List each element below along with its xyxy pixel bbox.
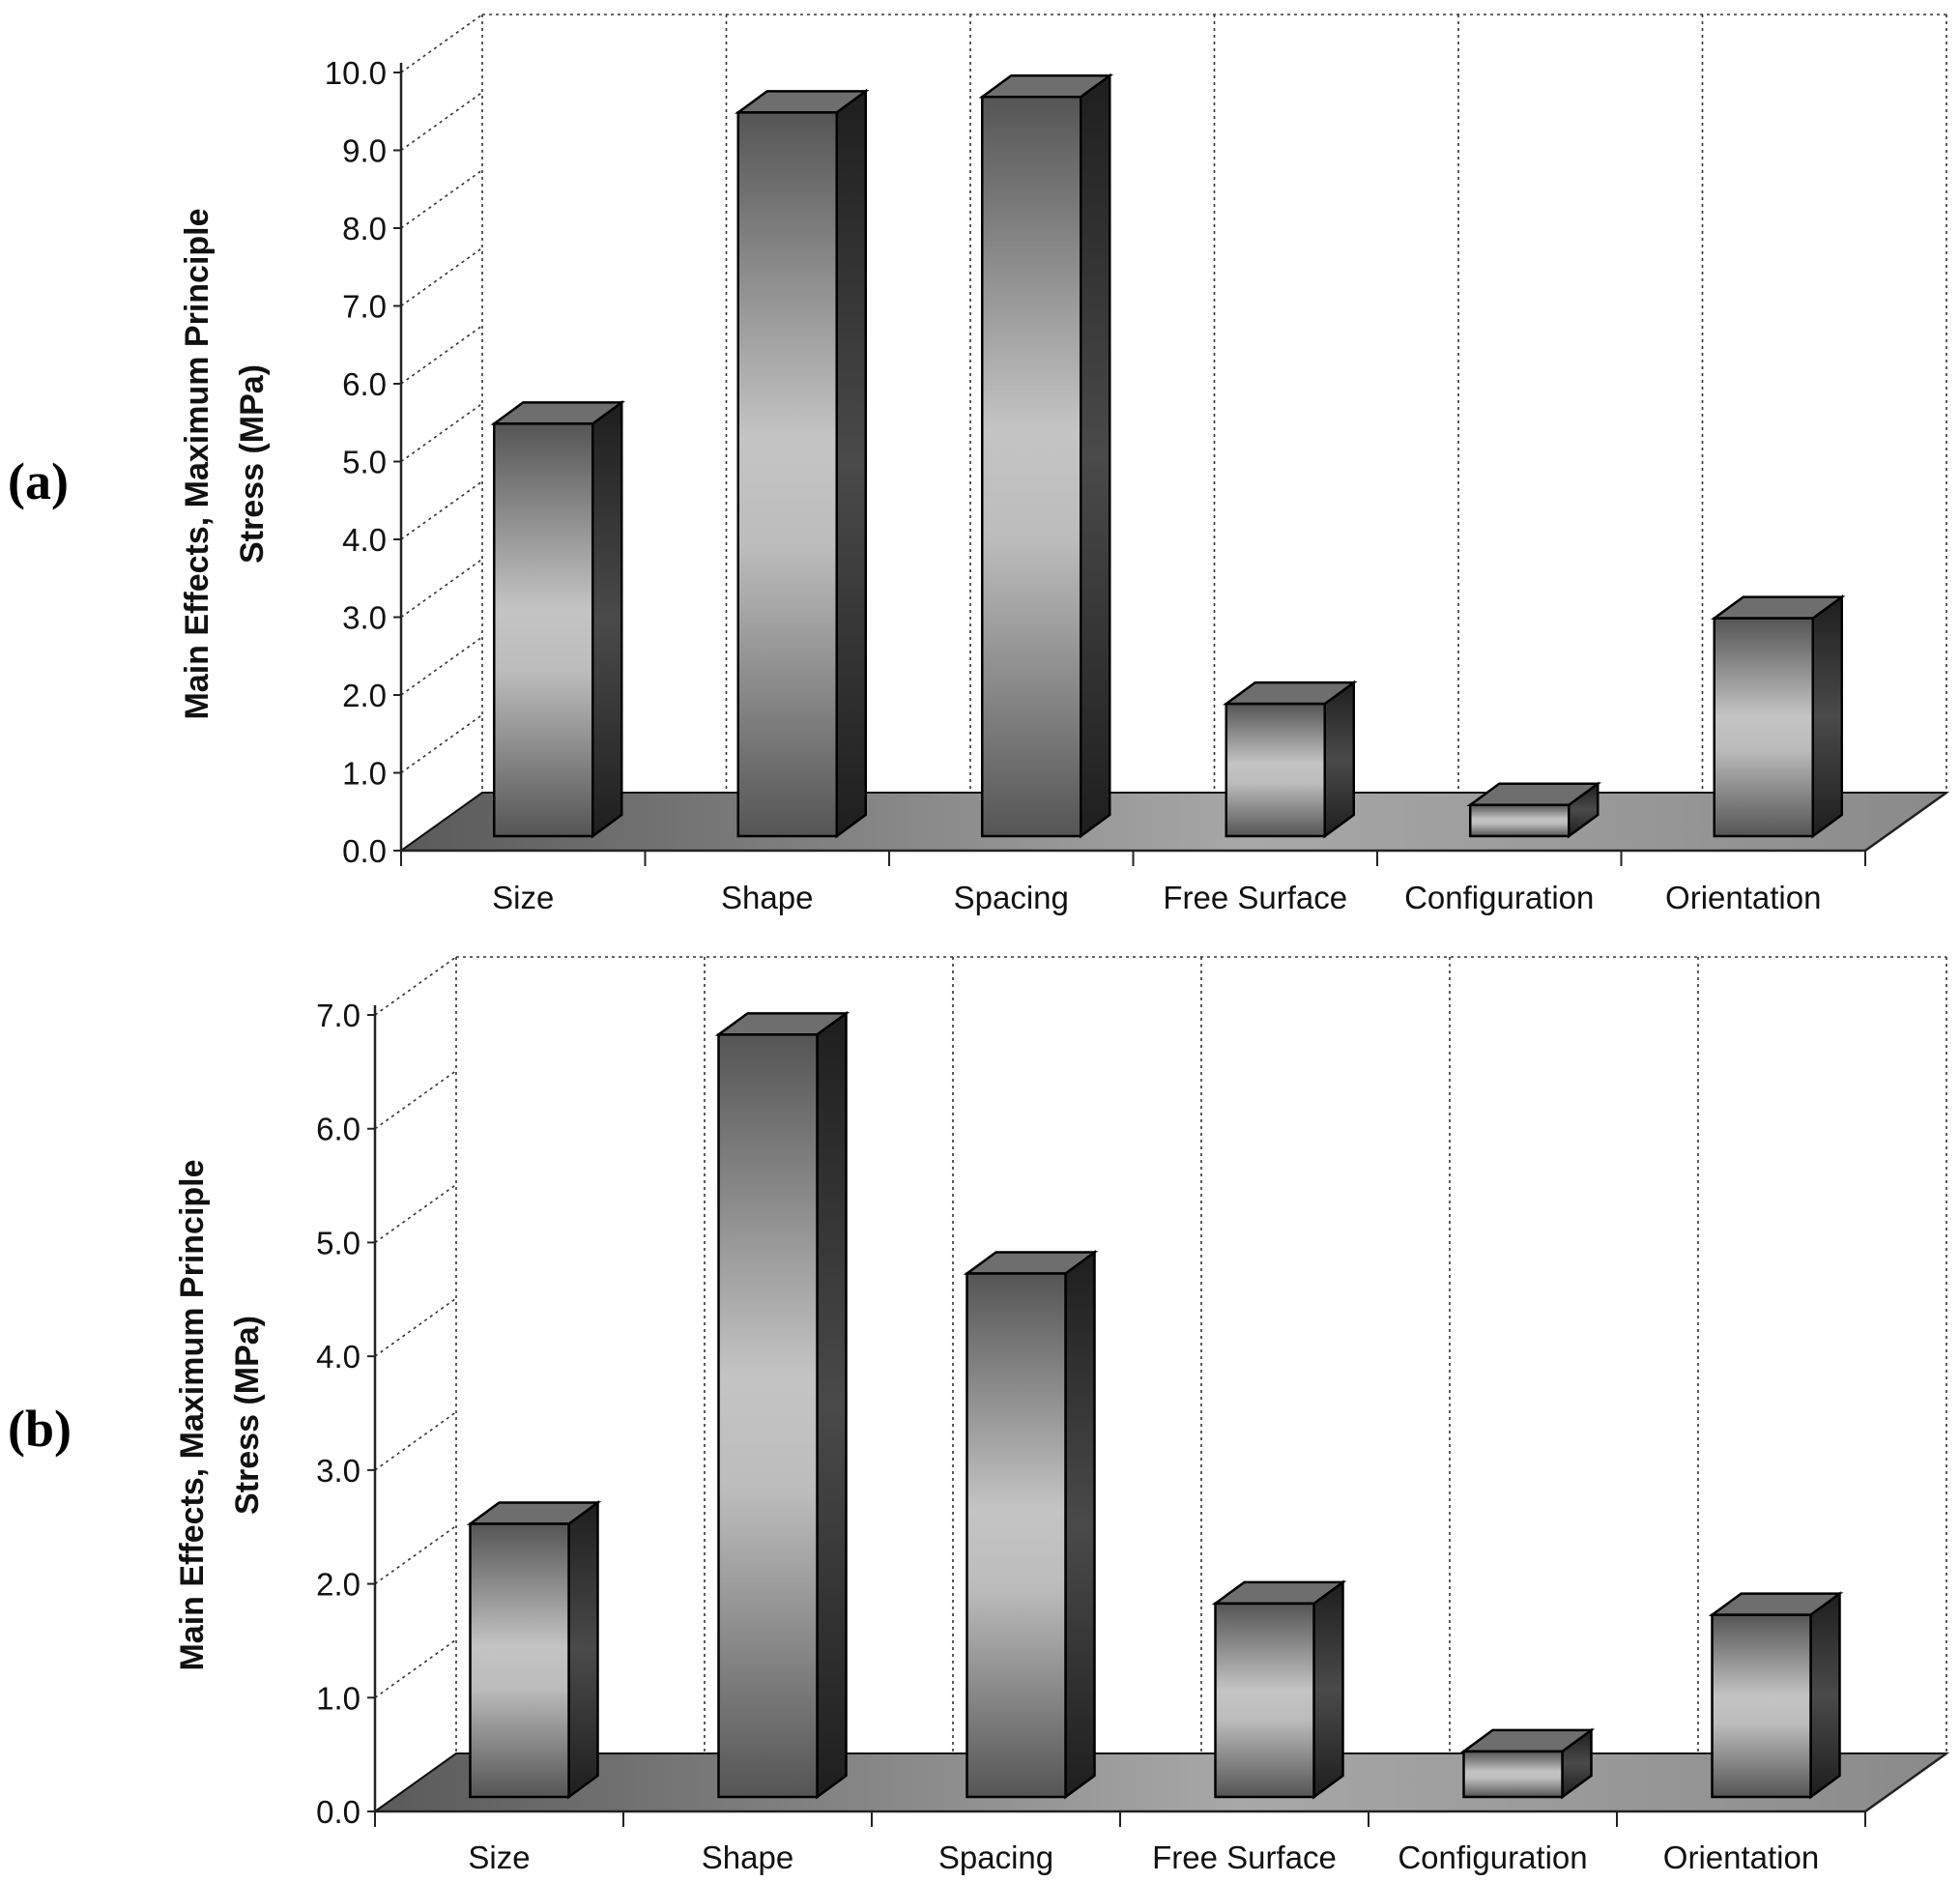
bar-front [1225,702,1326,838]
y-tick-label: 1.0 [316,1680,360,1716]
bar-side [816,1010,848,1800]
gridline-wall-diagonal [400,91,483,152]
bar-configuration [1459,1727,1596,1800]
gridline-wall-diagonal [400,636,483,696]
bar-side [591,399,623,839]
gridline-wall-diagonal [374,1411,457,1471]
bar-side [567,1500,599,1800]
gridline-wall-diagonal [400,480,483,540]
bar-side [835,88,867,839]
y-tick-label: 7.0 [316,998,360,1033]
y-tick-label: 3.0 [342,600,387,636]
chart-floor [371,1752,1950,1812]
floor-edge [1864,791,1947,853]
gridline-wall-diagonal [374,1638,457,1698]
x-category-label: Free Surface [1163,880,1347,915]
chart-panel-b: (b) Main Effects, Maximum Principle Stre… [8,956,1950,1875]
y-axis-label-a-line1: Main Effects, Maximum Principle [179,208,216,719]
bar-shape [734,88,870,839]
gridline-wall-diagonal [374,1524,457,1585]
bar-front [469,1522,570,1799]
x-category-label: Configuration [1404,880,1594,915]
y-tick-label: 0.0 [342,833,387,869]
bar-orientation [1708,1591,1844,1800]
y-tick-label: 2.0 [316,1567,360,1603]
gridline-wall-diagonal [400,402,483,463]
y-tick-label: 3.0 [316,1453,360,1489]
gridline-wall-diagonal [374,1070,457,1130]
gridline-wall-diagonal [400,246,483,307]
gridline-wall-diagonal [400,558,483,619]
y-tick-label: 6.0 [342,366,387,402]
bar-side [1312,1579,1344,1800]
x-category-label: Shape [702,1839,793,1875]
bar-configuration [1466,781,1602,839]
y-tick-label: 4.0 [342,522,387,558]
bar-side [1064,1250,1096,1800]
bar-spacing [978,72,1114,839]
bar-side [1809,1591,1841,1800]
bar-spacing [963,1250,1099,1800]
chart-panel-a: (a) Main Effects, Maximum Principle Stre… [8,14,1950,915]
bar-front [717,1033,819,1799]
x-category-label: Orientation [1665,880,1821,915]
gridline-wall-diagonal [374,1183,457,1244]
gridline-wall-diagonal [374,1297,457,1357]
bar-front [736,111,838,838]
x-category-label: Size [468,1839,530,1875]
bar-front [1713,617,1814,838]
bar-size [490,399,626,839]
bar-front [1469,803,1571,838]
bar-size [466,1500,602,1800]
bar-front [1711,1613,1812,1799]
y-tick-label: 5.0 [342,445,387,480]
panel-label-b: (b) [8,1400,72,1458]
bar-side [1811,594,1843,839]
x-category-label: Free Surface [1152,1839,1337,1875]
gridline-wall-diagonal [374,956,457,1016]
y-tick-label: 10.0 [325,55,387,91]
x-category-label: Size [492,880,554,915]
gridline-wall-diagonal [400,325,483,385]
y-tick-label: 8.0 [342,211,387,246]
gridline-wall-diagonal [400,713,483,774]
y-axis-label-b-line1: Main Effects, Maximum Principle [174,1159,211,1670]
y-tick-label: 6.0 [316,1112,360,1147]
bar-side [1323,680,1355,839]
y-tick-label: 0.0 [316,1794,360,1830]
y-axis-label-b-line2: Stress (MPa) [229,1316,266,1515]
y-axis-label-a-line2: Stress (MPa) [234,364,271,564]
x-category-label: Spacing [954,880,1069,915]
x-category-label: Configuration [1398,1839,1587,1875]
bar-front [1462,1750,1564,1799]
y-tick-label: 5.0 [316,1225,360,1260]
x-category-label: Spacing [938,1839,1053,1875]
y-tick-label: 1.0 [342,756,387,792]
bar-shape [714,1010,850,1800]
bar-front [493,422,594,838]
bar-front [981,96,1082,838]
y-tick-label: 9.0 [342,133,387,169]
panel-label-a: (a) [8,452,69,510]
bar-side [1080,72,1111,839]
bar-orientation [1710,594,1846,839]
x-category-label: Shape [721,880,813,915]
gridline-wall-diagonal [400,169,483,229]
y-tick-label: 7.0 [342,289,387,325]
bar-front [1214,1602,1315,1799]
x-category-label: Orientation [1663,1839,1819,1875]
y-tick-label: 2.0 [342,678,387,713]
bar-free-surface [1222,680,1358,839]
bar-free-surface [1211,1579,1347,1800]
bar-front [966,1272,1067,1799]
gridline-wall-diagonal [400,14,483,73]
y-tick-label: 4.0 [316,1339,360,1375]
floor-edge [1864,1752,1947,1813]
